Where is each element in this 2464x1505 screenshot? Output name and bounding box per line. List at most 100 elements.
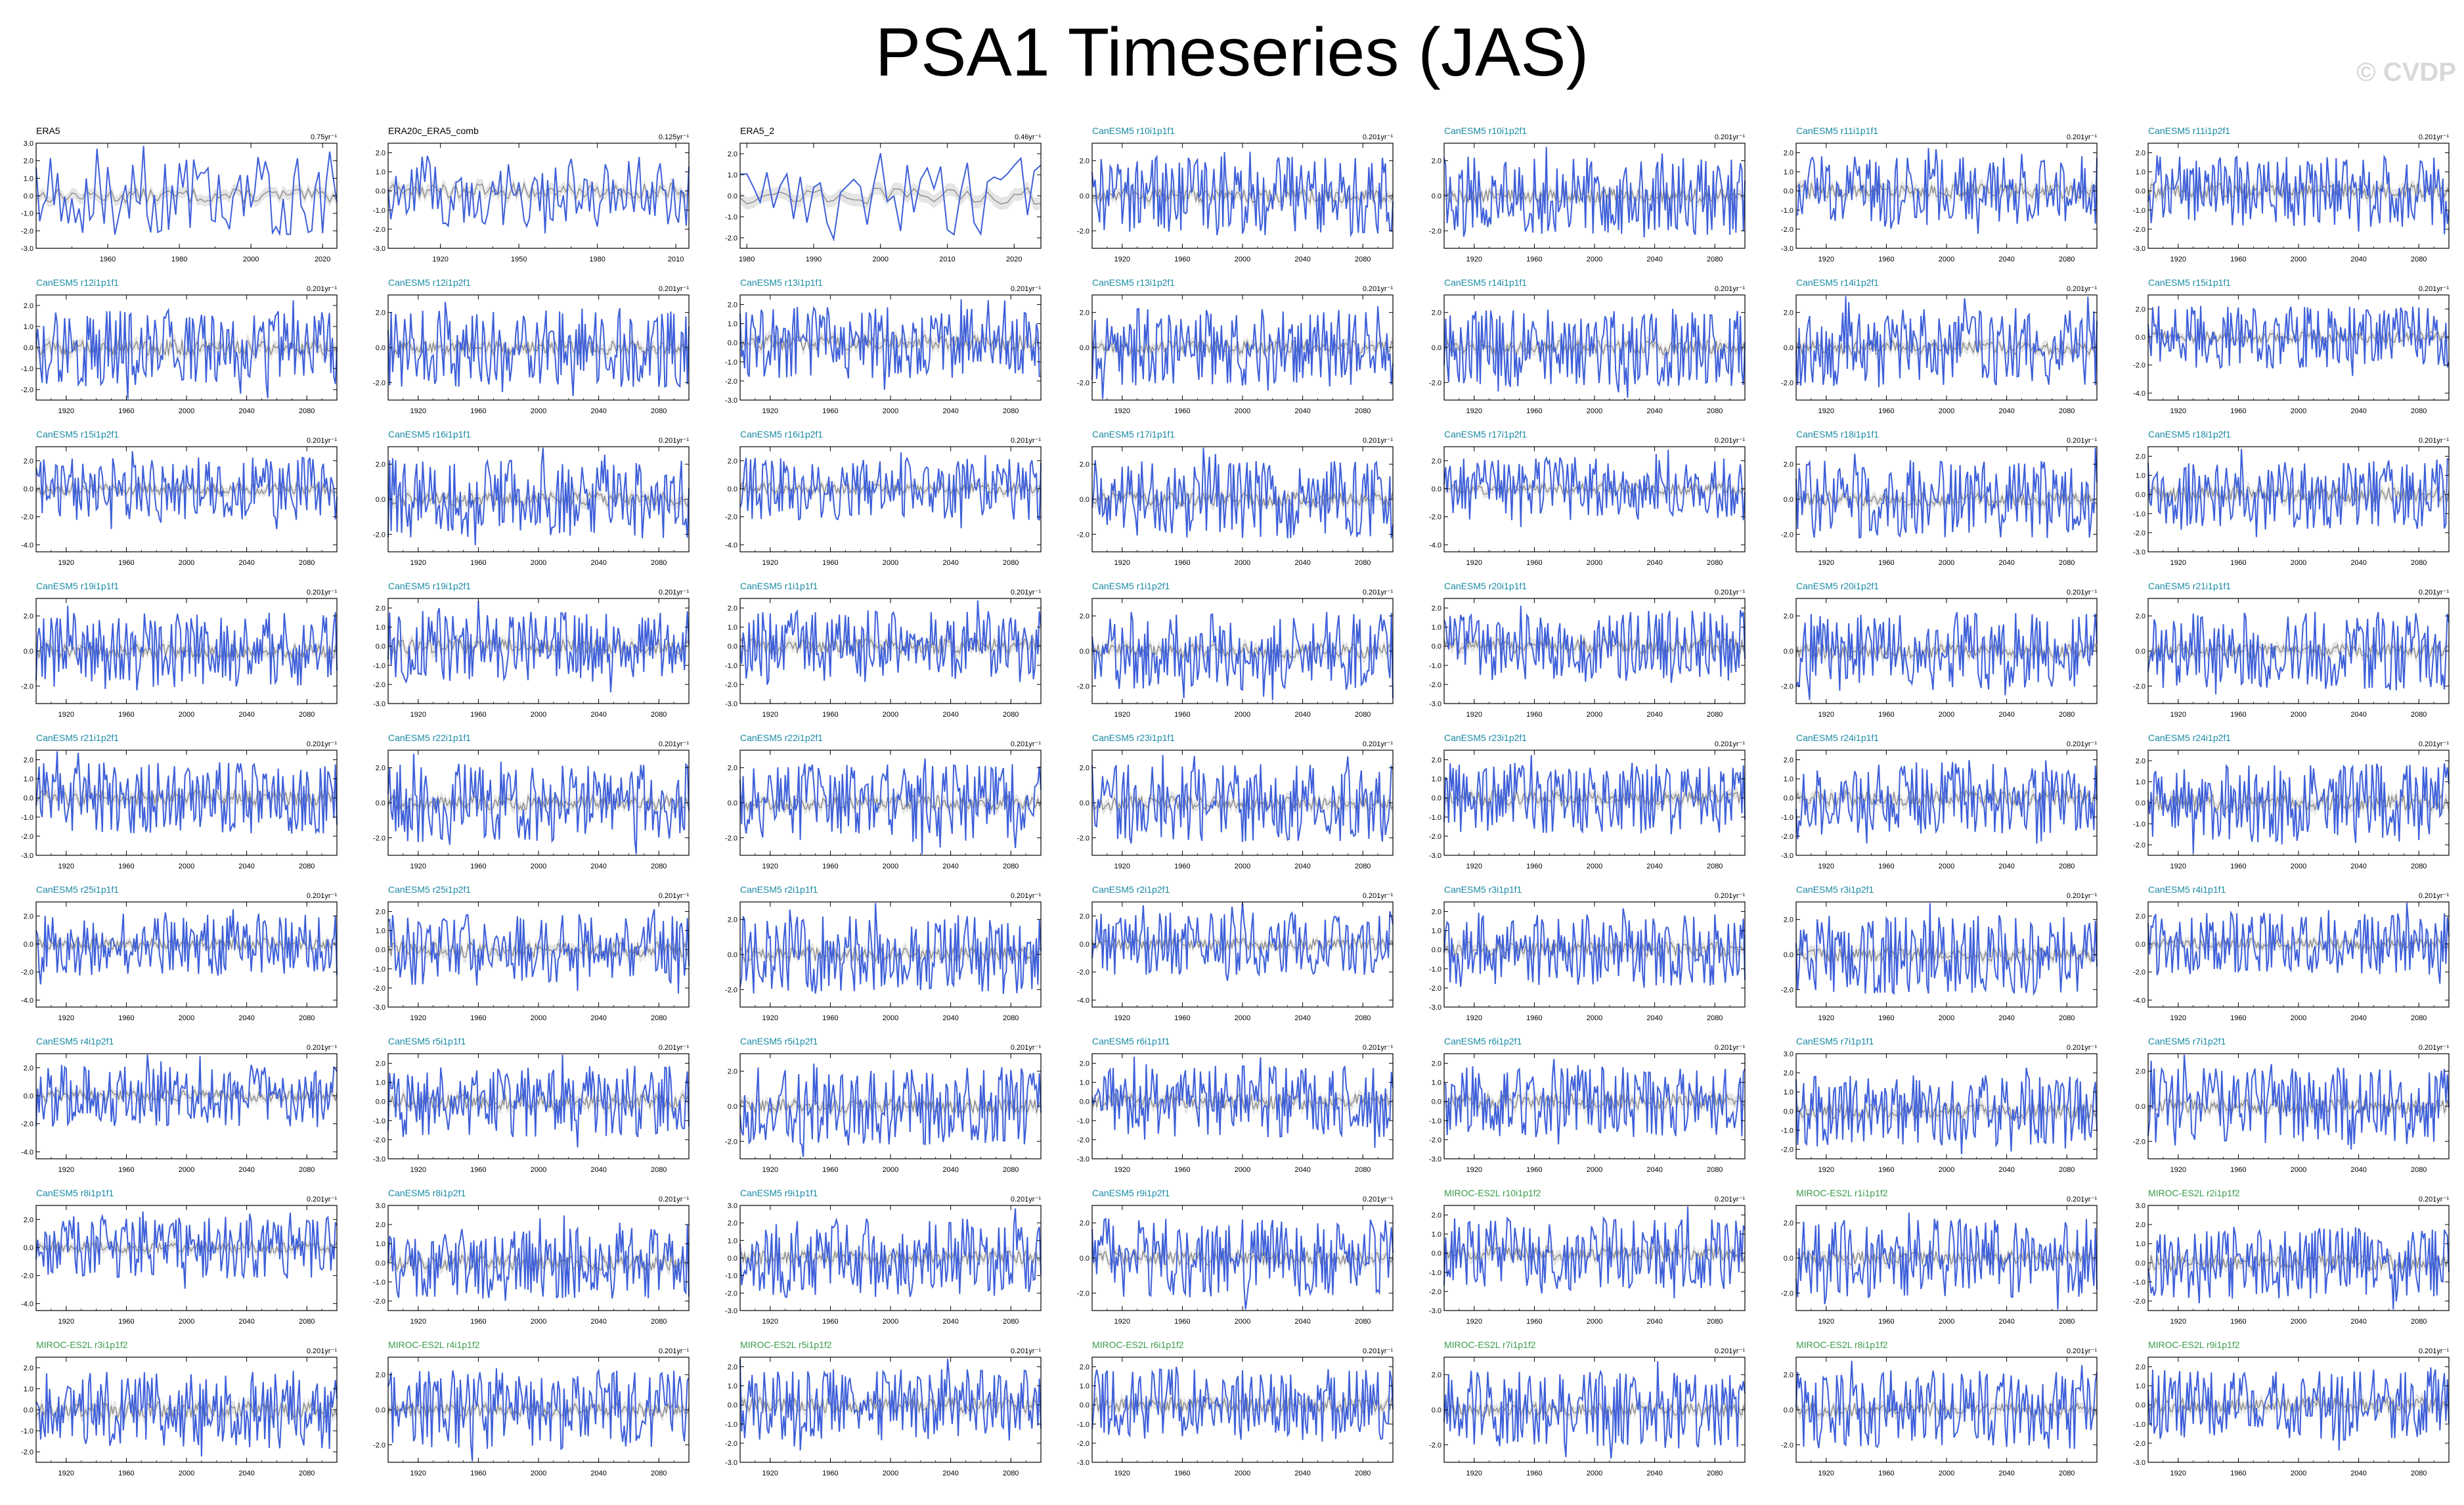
x-tick-label: 2080 (1707, 407, 1723, 415)
x-tick-label: 1920 (1114, 1014, 1130, 1022)
panel-canesm5-r7i1p1f1: CanESM5 r7i1p1f1 0.201yr⁻¹ 3.0 2.0 1.0 0.0 -1.… (1781, 1034, 2138, 1186)
x-tick-label: 2080 (1355, 407, 1371, 415)
series-line (387, 447, 690, 546)
panel-label: CanESM5 r7i1p1f1 (1796, 1036, 1874, 1046)
trend-label: 0.201yr⁻¹ (1363, 740, 1393, 748)
panel-label: CanESM5 r8i1p1f1 (36, 1188, 114, 1198)
y-tick-label: 2.0 (1784, 309, 1793, 317)
y-tick-label: -1.0 (21, 814, 33, 822)
x-tick-label: 2000 (1939, 407, 1954, 415)
panel-canesm5-r13i1p1f1: CanESM5 r13i1p1f1 0.201yr⁻¹ 2.0 1.0 0.0 -1.0 -… (725, 275, 1082, 428)
panel-miroc-es2l-r1i1p1f2: MIROC-ES2L r1i1p1f2 0.201yr⁻¹ 2.0 0.0 -2.0 19… (1781, 1186, 2138, 1338)
y-tick-label: 2.0 (1080, 461, 1089, 469)
trend-label: 0.201yr⁻¹ (1011, 740, 1041, 748)
y-tick-label: -1.0 (1429, 1117, 1441, 1125)
panel-svg: CanESM5 r11i1p2f1 0.201yr⁻¹ 2.0 1.0 0.0 -1.0 -… (2133, 125, 2450, 263)
x-tick-label: 2080 (651, 863, 667, 870)
x-tick-label: 1960 (470, 1318, 486, 1326)
series-line (739, 758, 1042, 855)
panel-canesm5-r24i1p2f1: CanESM5 r24i1p2f1 0.201yr⁻¹ 2.0 1.0 0.0 -1.0 -… (2133, 730, 2464, 883)
panel-label: CanESM5 r21i1p1f1 (2148, 581, 2231, 591)
x-tick-label: 2080 (1355, 711, 1371, 719)
x-tick-label: 1920 (410, 863, 426, 870)
panel-canesm5-r21i1p2f1: CanESM5 r21i1p2f1 0.201yr⁻¹ 2.0 1.0 0.0 -1.0 -… (21, 730, 378, 883)
x-tick-label: 2040 (1998, 863, 2014, 870)
panel-label: MIROC-ES2L r9i1p1f2 (2148, 1339, 2240, 1350)
panel-label: CanESM5 r11i1p2f1 (2148, 125, 2230, 136)
x-tick-label: 1960 (2230, 1470, 2246, 1477)
x-tick-label: 1920 (1818, 1166, 1834, 1174)
y-tick-label: -2.0 (1077, 1136, 1089, 1144)
x-tick-label: 2000 (883, 559, 898, 567)
x-tick-label: 2040 (1646, 711, 1662, 719)
x-tick-label: 1920 (1466, 256, 1482, 263)
ensemble-band (1444, 784, 1745, 812)
panel-canesm5-r1i1p1f1: CanESM5 r1i1p1f1 0.201yr⁻¹ 2.0 1.0 0.0 -1.0 -2… (725, 579, 1082, 731)
x-tick-label: 2000 (1939, 1014, 1954, 1022)
panel-label: CanESM5 r15i1p1f1 (2148, 277, 2231, 288)
trend-label: 0.201yr⁻¹ (307, 437, 337, 445)
trend-label: 0.201yr⁻¹ (1363, 1347, 1393, 1355)
panel-label: CanESM5 r10i1p1f1 (1092, 125, 1175, 136)
x-tick-label: 2000 (531, 1318, 546, 1326)
series-line (739, 452, 1042, 529)
x-tick-label: 2040 (942, 1470, 958, 1477)
y-tick-label: -2.0 (1077, 379, 1089, 387)
x-tick-label: 2040 (942, 711, 958, 719)
ensemble-mean-line (2147, 793, 2450, 812)
y-tick-label: -2.0 (1429, 833, 1441, 841)
panel-svg: CanESM5 r22i1p2f1 0.201yr⁻¹ 2.0 0.0 -2.0 1920… (725, 732, 1042, 870)
panel-svg: MIROC-ES2L r10i1p1f2 0.201yr⁻¹ 2.0 1.0 0.0 -1… (1429, 1188, 1746, 1326)
ensemble-mean-line (1443, 339, 1746, 356)
panel-canesm5-r9i1p2f1: CanESM5 r9i1p2f1 0.201yr⁻¹ 2.0 0.0 -2.0 1920 1… (1077, 1186, 1434, 1338)
y-tick-label: 2.0 (1784, 613, 1793, 621)
trend-label: 0.201yr⁻¹ (2419, 1196, 2449, 1203)
panel-svg: CanESM5 r6i1p1f1 0.201yr⁻¹ 2.0 1.0 0.0 -1.0 -2… (1077, 1036, 1394, 1174)
y-tick-label: -1.0 (373, 207, 385, 215)
x-tick-label: 2000 (883, 407, 898, 415)
y-tick-label: -2.0 (725, 235, 737, 242)
y-tick-label: -3.0 (2133, 1459, 2145, 1467)
x-tick-label: 2040 (1294, 559, 1310, 567)
x-tick-label: 2000 (1939, 863, 1954, 870)
x-tick-label: 2080 (1707, 1166, 1723, 1174)
panel-svg: CanESM5 r8i1p2f1 0.201yr⁻¹ 3.0 2.0 1.0 0.0 -1.… (373, 1188, 690, 1326)
y-tick-label: 0.0 (1784, 496, 1793, 504)
y-tick-label: 2.0 (1784, 916, 1793, 924)
panel-label: CanESM5 r20i1p1f1 (1444, 581, 1527, 591)
x-tick-label: 2000 (2291, 1014, 2306, 1022)
x-tick-label: 2000 (1235, 1470, 1250, 1477)
series-line (2147, 305, 2450, 376)
y-tick-label: 2.0 (728, 605, 737, 613)
y-tick-label: -1.0 (2133, 207, 2145, 215)
x-tick-label: 2080 (2411, 1014, 2427, 1022)
series-line (1443, 308, 1746, 398)
panel-canesm5-r20i1p2f1: CanESM5 r20i1p2f1 0.201yr⁻¹ 2.0 0.0 -2.0 1920… (1781, 579, 2138, 731)
x-tick-label: 1980 (171, 256, 187, 263)
trend-label: 0.201yr⁻¹ (2067, 285, 2097, 293)
x-tick-label: 1920 (762, 863, 778, 870)
trend-label: 0.201yr⁻¹ (307, 285, 337, 293)
panel-svg: CanESM5 r21i1p1f1 0.201yr⁻¹ 2.0 0.0 -2.0 1920… (2133, 581, 2450, 719)
y-tick-label: 0.0 (2136, 491, 2145, 499)
x-tick-label: 2080 (2411, 256, 2427, 263)
y-tick-label: 3.0 (2136, 1202, 2145, 1210)
x-tick-label: 1920 (762, 559, 778, 567)
y-tick-label: 0.0 (1432, 1098, 1441, 1106)
ensemble-band (1092, 1391, 1393, 1418)
panel-svg: CanESM5 r9i1p2f1 0.201yr⁻¹ 2.0 0.0 -2.0 1920 1… (1077, 1188, 1394, 1326)
panel-label: CanESM5 r12i1p2f1 (388, 277, 471, 288)
trend-label: 0.201yr⁻¹ (1715, 1196, 1745, 1203)
x-tick-label: 2080 (299, 1470, 315, 1477)
panel-label: CanESM5 r15i1p2f1 (36, 429, 119, 439)
x-tick-label: 2040 (1998, 407, 2014, 415)
x-tick-label: 2040 (1294, 1470, 1310, 1477)
y-tick-label: 2.0 (376, 150, 385, 158)
x-tick-label: 2080 (651, 711, 667, 719)
y-tick-label: -2.0 (1077, 1290, 1089, 1297)
x-tick-label: 1920 (1114, 711, 1130, 719)
y-tick-label: -2.0 (1781, 986, 1793, 994)
y-tick-label: 2.0 (24, 158, 33, 166)
panel-svg: CanESM5 r12i1p1f1 0.201yr⁻¹ 2.0 1.0 0.0 -1.0 -… (21, 277, 338, 415)
x-tick-label: 2040 (1646, 256, 1662, 263)
